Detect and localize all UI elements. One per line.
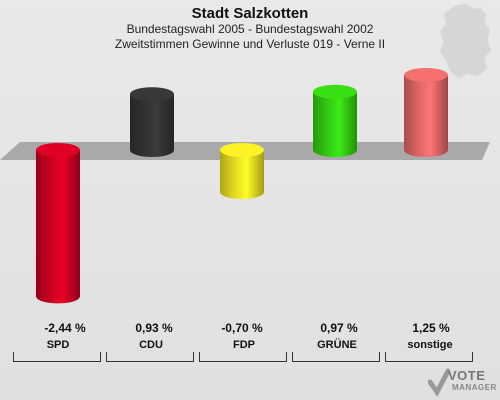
category-bracket-sonstige [385, 352, 473, 362]
checkmark-icon [428, 368, 450, 397]
chart-header: Stadt Salzkotten Bundestagswahl 2005 - B… [0, 0, 500, 52]
bar-top-cap [36, 143, 80, 157]
value-label-cdu: 0,93 % [135, 321, 173, 335]
bar-fdp [220, 143, 264, 199]
category-label-sonstige: sonstige [407, 339, 453, 351]
category-bracket-gruene [292, 352, 380, 362]
bar-body [130, 94, 174, 157]
bar-body [220, 150, 264, 199]
bar-body [404, 75, 448, 157]
category-label-cdu: CDU [139, 339, 163, 351]
logo-text-vote: VOTE [448, 368, 486, 383]
chart-subtitle-1: Bundestagswahl 2005 - Bundestagswahl 200… [126, 22, 374, 36]
bar-top-cap [404, 68, 448, 82]
category-bracket-fdp [199, 352, 287, 362]
bar-gruene [313, 84, 357, 157]
value-label-sonstige: 1,25 % [412, 321, 450, 335]
category-bracket-spd [13, 352, 101, 362]
category-label-spd: SPD [46, 339, 70, 351]
bar-body [313, 91, 357, 157]
bar-top-cap [130, 87, 174, 102]
value-label-spd: -2,44 % [44, 321, 86, 335]
category-bracket-cdu [106, 352, 194, 362]
value-label-fdp: -0,70 % [221, 321, 263, 335]
germany-map-silhouette [439, 3, 492, 79]
bar-top-cap [313, 84, 357, 99]
bar-sonstige [404, 68, 448, 157]
bar-spd [36, 143, 80, 304]
category-label-gruene: GRÜNE [317, 339, 357, 351]
value-label-gruene: 0,97 % [320, 321, 358, 335]
chart-subtitle-2: Zweitstimmen Gewinne und Verluste 019 - … [114, 37, 386, 51]
bar-cdu [130, 87, 174, 157]
logo-text-manager: MANAGER [452, 383, 497, 392]
vote-manager-logo: VOTE MANAGER [428, 366, 498, 398]
bar-top-cap [220, 143, 264, 157]
chart-title: Stadt Salzkotten [191, 5, 309, 22]
bar-body [36, 150, 80, 304]
category-label-fdp: FDP [233, 339, 255, 351]
